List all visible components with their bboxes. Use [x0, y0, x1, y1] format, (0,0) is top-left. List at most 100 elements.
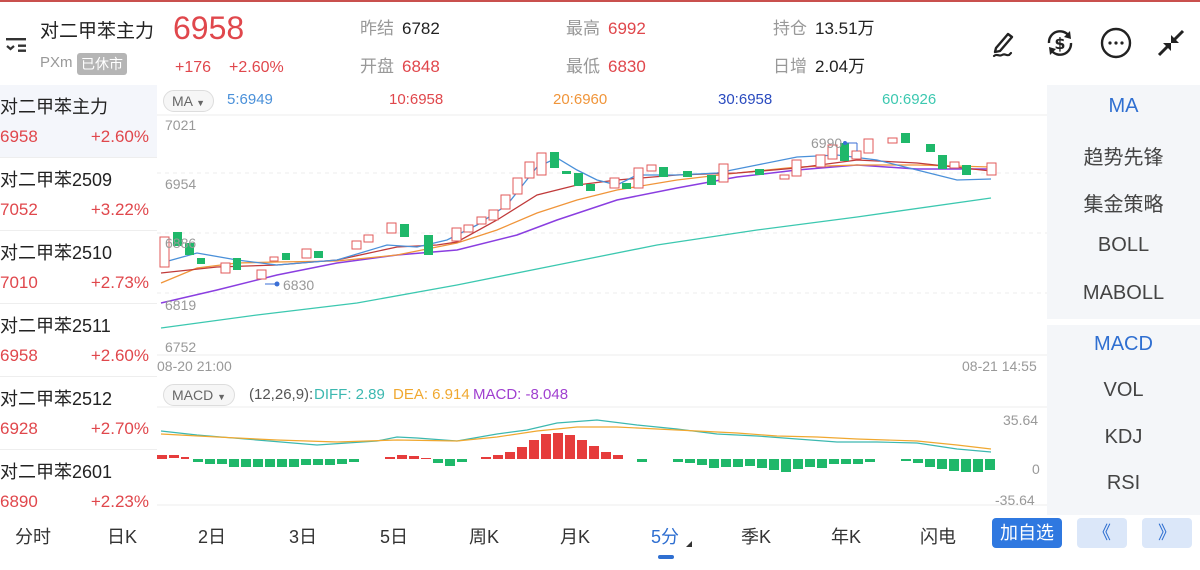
prev-contract-button[interactable]: 《 [1077, 518, 1127, 548]
sidebar-item-name: 对二甲苯主力 [0, 97, 108, 117]
macd-histogram [157, 433, 995, 472]
y-axis-label-top: 7021 [165, 117, 197, 133]
x-axis-start: 08-20 21:00 [157, 358, 232, 374]
chart-area[interactable]: MA ▼ 5:6949 10:6958 20:6960 30:6958 60:6… [157, 85, 1047, 515]
indicator-boll[interactable]: BOLL [1097, 234, 1150, 256]
macd-chart[interactable] [157, 85, 1047, 515]
stat-value: 6782 [402, 19, 440, 38]
contract-list-toggle-icon[interactable] [6, 34, 30, 56]
y-axis-label: 6886 [165, 235, 197, 251]
svg-text:$: $ [1054, 34, 1065, 53]
y-axis-label: 6954 [165, 176, 197, 192]
active-tab-indicator [658, 555, 674, 559]
tab-2day[interactable]: 2日 [198, 527, 227, 547]
tab-yearly-k[interactable]: 年K [831, 527, 862, 547]
sidebar-item-pct: +2.60% [90, 127, 149, 146]
tab-weekly-k[interactable]: 周K [469, 527, 500, 547]
sidebar-item-price: 7052 [0, 200, 38, 219]
sidebar-item-2510[interactable]: 对二甲苯2510 7010 +2.73% [0, 231, 157, 304]
tab-lightning[interactable]: 闪电 [920, 527, 956, 547]
ma10-value: 10:6958 [389, 91, 444, 108]
currency-exchange-icon[interactable]: $ [1043, 26, 1077, 60]
next-contract-button[interactable]: 》 [1142, 518, 1192, 548]
price-change: +176 [175, 59, 212, 76]
stat-value: 6848 [402, 57, 440, 76]
sidebar-item-price: 6958 [0, 127, 38, 146]
macd-params: (12,26,9): [249, 386, 314, 403]
tab-timeshare[interactable]: 分时 [15, 527, 51, 547]
stat-open-interest: 持仓 13.51万 [773, 14, 875, 39]
tab-5day[interactable]: 5日 [380, 527, 409, 547]
contract-name: 对二甲苯主力 [40, 21, 155, 42]
collapse-fullscreen-icon[interactable] [1154, 26, 1188, 60]
main-indicator-label: MA [172, 93, 193, 109]
sidebar-item-2509[interactable]: 对二甲苯2509 7052 +3.22% [0, 158, 157, 231]
tab-daily-k[interactable]: 日K [107, 527, 138, 547]
sidebar-item-pct: +2.60% [90, 346, 149, 365]
indicator-panel: MA 趋势先锋 集金策略 BOLL MABOLL MACD VOL KDJ RS… [1047, 85, 1200, 515]
macd-dea: DEA: 6.914 [393, 386, 470, 403]
draw-icon[interactable] [986, 26, 1020, 60]
candlestick-chart[interactable] [157, 85, 1047, 515]
tab-monthly-k[interactable]: 月K [560, 527, 591, 547]
more-options-icon[interactable] [1099, 26, 1133, 60]
macd-y-max: 35.64 [1003, 412, 1039, 428]
ma20-value: 20:6960 [553, 91, 608, 108]
market-status-badge: 已休市 [77, 53, 127, 75]
sub-indicator-label: MACD [172, 387, 214, 403]
sidebar-item-price: 6890 [0, 492, 38, 511]
add-favorite-button[interactable]: 加自选 [992, 518, 1062, 548]
top-accent-line [0, 0, 1200, 2]
contract-code: PXm [40, 54, 73, 71]
indicator-maboll[interactable]: MABOLL [1082, 282, 1165, 304]
quote-header: 对二甲苯主力 PXm 已休市 6958 +176 +2.60% 昨结 6782 开… [0, 2, 1200, 84]
sidebar-item-name: 对二甲苯2601 [0, 462, 113, 482]
indicator-kdj[interactable]: KDJ [1104, 426, 1143, 448]
period-tab-bar: 分时 日K 2日 3日 5日 周K 月K 5分 季K 年K 闪电 加自选 《 》 [0, 515, 1200, 570]
low-marker: 6830 [283, 277, 315, 293]
stat-value: 6830 [608, 57, 646, 76]
dropdown-caret-icon: ▼ [196, 98, 206, 108]
sidebar-item-price: 7010 [0, 273, 38, 292]
dropdown-caret-icon: ▼ [217, 392, 227, 402]
sidebar-item-2512[interactable]: 对二甲苯2512 6928 +2.70% [0, 377, 157, 450]
stat-label: 持仓 [773, 19, 807, 38]
sidebar-item-2511[interactable]: 对二甲苯2511 6958 +2.60% [0, 304, 157, 377]
y-axis-label-bottom: 6752 [165, 339, 197, 355]
indicator-vol[interactable]: VOL [1103, 379, 1144, 401]
sidebar-item-pct: +2.70% [90, 419, 149, 438]
sidebar-item-pct: +2.73% [90, 273, 149, 292]
sidebar-item-pct: +2.23% [90, 492, 149, 511]
x-axis-end: 08-21 14:55 [962, 358, 1037, 374]
period-dropdown-icon[interactable] [686, 541, 692, 547]
tab-3day[interactable]: 3日 [289, 527, 318, 547]
last-price: 6958 [173, 10, 245, 46]
sidebar-item-name: 对二甲苯2509 [0, 170, 113, 190]
main-indicator-selector[interactable]: MA ▼ [163, 90, 215, 112]
ma30-value: 30:6958 [718, 91, 773, 108]
stat-label: 最高 [566, 19, 600, 38]
candles [159, 133, 997, 280]
indicator-fund-strategy[interactable]: 集金策略 [1083, 194, 1164, 216]
indicator-trend-pioneer[interactable]: 趋势先锋 [1083, 147, 1164, 169]
ma60-value: 60:6926 [882, 91, 937, 108]
tab-5min[interactable]: 5分 [651, 527, 680, 547]
tab-quarterly-k[interactable]: 季K [741, 527, 772, 547]
macd-value: MACD: -8.048 [473, 386, 569, 403]
indicator-rsi[interactable]: RSI [1106, 472, 1141, 494]
contract-sidebar: 对二甲苯主力 6958 +2.60% 对二甲苯2509 7052 +3.22% … [0, 85, 157, 515]
sidebar-item-pct: +3.22% [90, 200, 149, 219]
stat-label: 昨结 [360, 19, 394, 38]
stat-value: 2.04万 [815, 57, 866, 76]
sidebar-item-price: 6928 [0, 419, 38, 438]
sidebar-item-2601[interactable]: 对二甲苯2601 6890 +2.23% [0, 450, 157, 523]
indicator-macd[interactable]: MACD [1094, 333, 1153, 355]
indicator-ma[interactable]: MA [1108, 95, 1139, 117]
stat-label: 最低 [566, 57, 600, 76]
sidebar-item-main[interactable]: 对二甲苯主力 6958 +2.60% [0, 85, 157, 158]
sub-indicator-selector[interactable]: MACD ▼ [163, 384, 236, 406]
panel-divider [1047, 319, 1200, 325]
stat-value: 13.51万 [815, 19, 875, 38]
stat-prev-settle: 昨结 6782 [360, 14, 440, 39]
